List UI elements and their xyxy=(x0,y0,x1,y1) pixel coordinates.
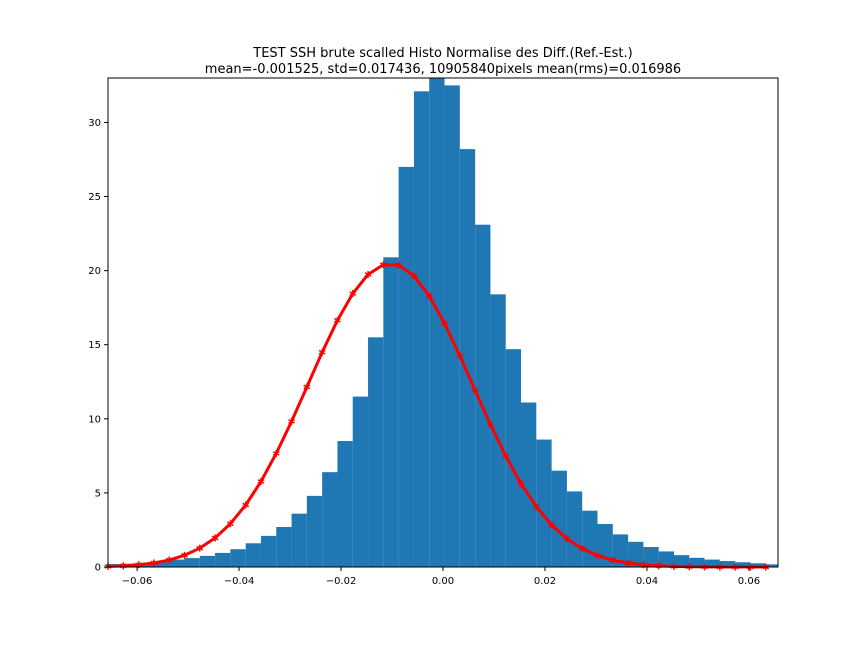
fit-marker xyxy=(379,261,387,269)
fit-marker xyxy=(196,544,204,552)
histogram-bar xyxy=(291,513,307,567)
histogram-bar xyxy=(459,149,476,568)
fit-marker xyxy=(318,348,326,356)
fit-marker xyxy=(441,319,448,327)
histogram-bar xyxy=(719,561,736,567)
fit-marker xyxy=(471,386,479,394)
y-tick-label: 15 xyxy=(88,340,101,351)
histogram-bar xyxy=(658,551,674,567)
x-tick-label: 0.06 xyxy=(738,576,760,587)
x-tick-label: 0.00 xyxy=(432,576,454,587)
histogram-bar xyxy=(704,559,720,567)
histogram-bar xyxy=(276,526,292,567)
histogram-bar xyxy=(322,472,338,567)
fit-marker xyxy=(670,562,678,570)
fit-marker xyxy=(395,261,403,269)
fit-marker xyxy=(578,545,586,553)
x-tick-label: 0.04 xyxy=(636,576,658,587)
fit-marker xyxy=(594,552,601,560)
fit-marker xyxy=(303,383,311,391)
fit-marker xyxy=(410,272,418,280)
histogram-bar xyxy=(413,91,430,567)
histogram-bar xyxy=(199,555,216,567)
y-tick-label: 25 xyxy=(88,192,101,203)
fit-marker xyxy=(272,449,280,457)
histogram-bar xyxy=(505,349,522,567)
histogram-bar xyxy=(689,557,705,567)
histogram-bar xyxy=(398,166,414,567)
chart-title-line1: TEST SSH brute scalled Histo Normalise d… xyxy=(252,46,632,61)
histogram-bar xyxy=(750,563,766,567)
plot-area xyxy=(104,77,779,571)
histogram-bar xyxy=(153,561,170,567)
y-tick-label: 0 xyxy=(95,563,101,574)
gaussian-fit-curve xyxy=(104,261,770,571)
fit-marker xyxy=(211,534,219,542)
histogram-bar xyxy=(490,294,506,567)
fit-marker xyxy=(257,477,265,485)
histogram-bar xyxy=(673,555,690,567)
fit-marker xyxy=(150,559,158,567)
fit-marker xyxy=(487,420,494,428)
fit-marker xyxy=(349,290,357,298)
histogram-bar xyxy=(352,396,369,567)
fit-marker xyxy=(334,316,341,324)
histogram-bar xyxy=(169,559,185,567)
fit-marker xyxy=(456,352,464,360)
histogram-bar xyxy=(765,564,778,567)
histogram-bar xyxy=(230,549,246,567)
fit-marker xyxy=(288,417,295,425)
histogram-bar xyxy=(521,402,537,567)
fit-marker xyxy=(181,551,188,559)
fit-marker xyxy=(563,535,571,543)
y-axis: 0 5 10 15 20 25 30 xyxy=(88,118,108,574)
x-tick-label: 0.02 xyxy=(534,576,556,587)
histogram-bar xyxy=(215,552,231,567)
fit-marker xyxy=(364,270,372,278)
histogram-bar xyxy=(612,534,629,567)
histogram-bar xyxy=(628,541,644,567)
fit-line xyxy=(107,263,766,569)
histogram-bar xyxy=(582,510,598,567)
y-tick-label: 30 xyxy=(88,118,101,129)
histogram-bar xyxy=(475,224,491,567)
x-axis: −0.06 −0.04 −0.02 0.00 0.02 0.04 0.06 xyxy=(122,567,760,587)
histogram-bar xyxy=(566,491,583,567)
histogram-bars xyxy=(108,78,778,568)
chart-title-line2: mean=-0.001525, std=0.017436, 10905840pi… xyxy=(205,62,681,77)
x-tick-label: −0.02 xyxy=(326,576,357,587)
fit-marker xyxy=(609,556,617,564)
y-tick-label: 5 xyxy=(95,488,101,499)
fit-marker xyxy=(532,503,540,511)
fit-marker xyxy=(242,501,250,509)
fit-marker xyxy=(502,452,510,460)
histogram-bar xyxy=(245,543,261,567)
fit-marker xyxy=(165,556,173,564)
histogram-bar xyxy=(260,535,277,567)
histogram-bar xyxy=(337,441,353,567)
histogram-bar xyxy=(551,470,567,567)
fit-marker xyxy=(624,559,632,567)
fit-marker xyxy=(425,292,433,300)
histogram-bar xyxy=(735,562,751,567)
fit-marker xyxy=(548,521,556,529)
histogram-bar xyxy=(536,439,552,567)
histogram-bar xyxy=(383,257,399,567)
fit-marker xyxy=(226,520,234,528)
y-tick-label: 20 xyxy=(88,266,101,277)
x-tick-label: −0.06 xyxy=(122,576,153,587)
x-tick-label: −0.04 xyxy=(224,576,255,587)
fit-marker xyxy=(517,480,525,488)
histogram-bar xyxy=(429,78,445,567)
histogram-bar xyxy=(306,495,323,567)
histogram-bar xyxy=(444,85,460,567)
histogram-bar xyxy=(184,558,200,567)
histogram-bar xyxy=(368,337,384,567)
y-tick-label: 10 xyxy=(88,414,101,425)
histogram-bar xyxy=(643,546,659,567)
